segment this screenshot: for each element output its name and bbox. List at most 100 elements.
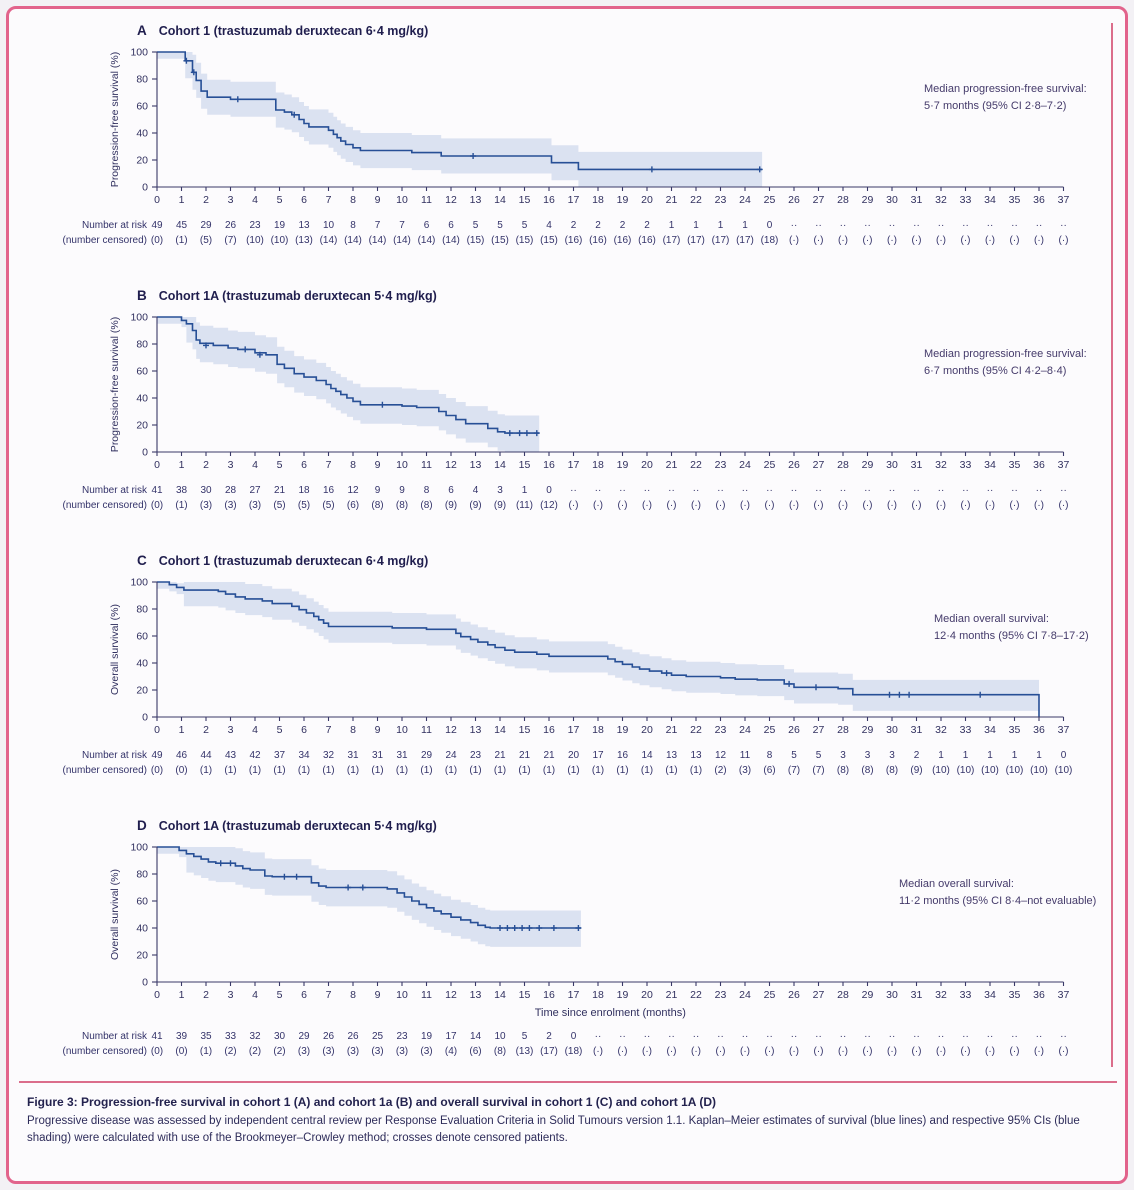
- svg-text:40: 40: [136, 393, 148, 405]
- svg-text:33: 33: [960, 989, 972, 1001]
- svg-text:3: 3: [889, 750, 895, 761]
- svg-text:0: 0: [142, 447, 148, 459]
- svg-text:(7): (7): [812, 765, 824, 776]
- svg-text:7: 7: [326, 459, 332, 471]
- svg-text:(·): (·): [912, 500, 922, 511]
- svg-text:(·): (·): [912, 1046, 922, 1057]
- svg-text:(·): (·): [642, 1046, 652, 1057]
- svg-text:10: 10: [396, 989, 408, 1001]
- svg-text:20: 20: [136, 950, 148, 962]
- svg-text:29: 29: [200, 220, 212, 231]
- svg-text:(3): (3): [322, 1046, 334, 1057]
- svg-text:34: 34: [984, 194, 996, 206]
- svg-text:27: 27: [813, 724, 825, 736]
- svg-text:(·): (·): [593, 1046, 603, 1057]
- svg-text:8: 8: [350, 194, 356, 206]
- svg-text:17: 17: [445, 1031, 457, 1042]
- svg-text:0: 0: [154, 459, 160, 471]
- svg-text:··: ··: [840, 1031, 847, 1042]
- svg-text:··: ··: [987, 220, 994, 231]
- svg-text:32: 32: [323, 750, 335, 761]
- svg-text:31: 31: [372, 750, 384, 761]
- svg-text:15: 15: [519, 724, 531, 736]
- svg-text:0: 0: [142, 182, 148, 194]
- svg-text:0: 0: [571, 1031, 577, 1042]
- svg-text:29: 29: [421, 750, 433, 761]
- svg-text:27: 27: [813, 459, 825, 471]
- svg-text:60: 60: [136, 366, 148, 378]
- svg-text:4: 4: [473, 485, 479, 496]
- svg-text:(9): (9): [910, 765, 922, 776]
- svg-text:Number at risk: Number at risk: [82, 750, 148, 761]
- svg-text:6·7 months (95% CI 4·2–8·4): 6·7 months (95% CI 4·2–8·4): [924, 365, 1066, 377]
- svg-text:35: 35: [1009, 724, 1021, 736]
- svg-text:31: 31: [911, 989, 923, 1001]
- svg-text:(6): (6): [469, 1046, 481, 1057]
- svg-text:18: 18: [298, 485, 310, 496]
- svg-text:13: 13: [470, 989, 482, 1001]
- svg-text:29: 29: [862, 194, 874, 206]
- svg-text:13: 13: [298, 220, 310, 231]
- svg-text:(3): (3): [347, 1046, 359, 1057]
- svg-text:(·): (·): [789, 500, 799, 511]
- svg-text:37: 37: [1058, 989, 1070, 1001]
- svg-text:··: ··: [1036, 220, 1043, 231]
- svg-text:19: 19: [274, 220, 286, 231]
- svg-text:20: 20: [641, 989, 653, 1001]
- svg-text:10: 10: [323, 220, 335, 231]
- svg-text:Progression-free survival (%): Progression-free survival (%): [109, 317, 121, 452]
- svg-text:··: ··: [1011, 220, 1018, 231]
- panel-title-text: Cohort 1A (trastuzumab deruxtecan 5·4 mg…: [158, 289, 437, 303]
- svg-text:16: 16: [543, 724, 555, 736]
- svg-text:19: 19: [617, 194, 629, 206]
- svg-text:12: 12: [445, 194, 457, 206]
- svg-text:25: 25: [764, 989, 776, 1001]
- panel-b: B Cohort 1A (trastuzumab deruxtecan 5·4 m…: [19, 288, 1109, 517]
- svg-text:11: 11: [421, 194, 432, 206]
- svg-text:(·): (·): [936, 500, 946, 511]
- svg-text:30: 30: [886, 194, 898, 206]
- svg-text:5: 5: [473, 220, 479, 231]
- svg-text:(1): (1): [665, 765, 677, 776]
- svg-text:38: 38: [176, 485, 188, 496]
- svg-text:1: 1: [987, 750, 993, 761]
- svg-text:··: ··: [791, 220, 798, 231]
- svg-text:(·): (·): [765, 500, 775, 511]
- svg-text:··: ··: [815, 220, 822, 231]
- svg-text:100: 100: [130, 842, 148, 854]
- svg-text:9: 9: [375, 485, 381, 496]
- svg-text:(3): (3): [249, 500, 261, 511]
- svg-text:(·): (·): [740, 500, 750, 511]
- svg-text:(9): (9): [494, 500, 506, 511]
- svg-text:(1): (1): [567, 765, 579, 776]
- svg-text:3: 3: [228, 459, 234, 471]
- svg-text:30: 30: [886, 989, 898, 1001]
- svg-text:(0): (0): [151, 235, 163, 246]
- svg-text:(1): (1): [175, 235, 187, 246]
- svg-text:22: 22: [690, 459, 702, 471]
- svg-text:(10): (10): [1030, 765, 1048, 776]
- svg-text:(10): (10): [1055, 765, 1073, 776]
- svg-text:(16): (16): [638, 235, 656, 246]
- svg-text:··: ··: [815, 1031, 822, 1042]
- panel-a-title: A Cohort 1 (trastuzumab deruxtecan 6·4 mg…: [137, 23, 1109, 38]
- svg-text:··: ··: [742, 1031, 749, 1042]
- svg-text:··: ··: [938, 485, 945, 496]
- svg-text:··: ··: [595, 1031, 602, 1042]
- svg-text:35: 35: [1009, 459, 1021, 471]
- svg-text:(·): (·): [961, 1046, 971, 1057]
- svg-text:··: ··: [864, 1031, 871, 1042]
- svg-text:(1): (1): [396, 765, 408, 776]
- svg-text:27: 27: [249, 485, 261, 496]
- svg-text:(17): (17): [736, 235, 754, 246]
- svg-text:··: ··: [1060, 220, 1067, 231]
- svg-text:0: 0: [154, 724, 160, 736]
- svg-text:29: 29: [298, 1031, 310, 1042]
- svg-text:10: 10: [494, 1031, 506, 1042]
- svg-text:Number at risk: Number at risk: [82, 220, 148, 231]
- svg-text:(1): (1): [616, 765, 628, 776]
- figure-caption: Figure 3: Progression-free survival in c…: [19, 1091, 1117, 1148]
- svg-text:(8): (8): [861, 765, 873, 776]
